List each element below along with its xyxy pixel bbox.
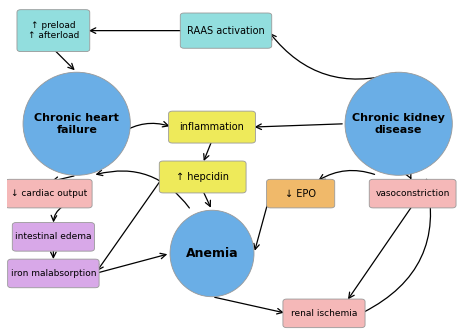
Text: inflammation: inflammation — [180, 122, 245, 132]
Text: ↓ cardiac output: ↓ cardiac output — [10, 189, 87, 198]
FancyBboxPatch shape — [17, 10, 90, 51]
Text: Anemia: Anemia — [186, 247, 238, 260]
Ellipse shape — [23, 72, 130, 175]
Text: RAAS activation: RAAS activation — [187, 26, 265, 36]
Ellipse shape — [170, 210, 254, 297]
Text: ↓ EPO: ↓ EPO — [285, 189, 316, 199]
Text: intestinal edema: intestinal edema — [15, 232, 91, 241]
FancyBboxPatch shape — [369, 179, 456, 208]
Text: ↑ preload
↑ afterload: ↑ preload ↑ afterload — [27, 21, 79, 40]
Text: iron malabsorption: iron malabsorption — [10, 269, 96, 278]
FancyBboxPatch shape — [283, 299, 365, 328]
Text: Chronic heart
failure: Chronic heart failure — [34, 113, 119, 135]
Text: renal ischemia: renal ischemia — [291, 309, 357, 318]
Text: Chronic kidney
disease: Chronic kidney disease — [352, 113, 445, 135]
FancyBboxPatch shape — [8, 259, 99, 288]
Text: ↑ hepcidin: ↑ hepcidin — [176, 172, 229, 182]
FancyBboxPatch shape — [12, 222, 94, 251]
FancyBboxPatch shape — [266, 179, 335, 208]
Ellipse shape — [345, 72, 452, 175]
FancyBboxPatch shape — [180, 13, 272, 48]
FancyBboxPatch shape — [159, 161, 246, 193]
Text: vasoconstriction: vasoconstriction — [375, 189, 450, 198]
FancyBboxPatch shape — [169, 111, 255, 143]
FancyBboxPatch shape — [5, 179, 92, 208]
